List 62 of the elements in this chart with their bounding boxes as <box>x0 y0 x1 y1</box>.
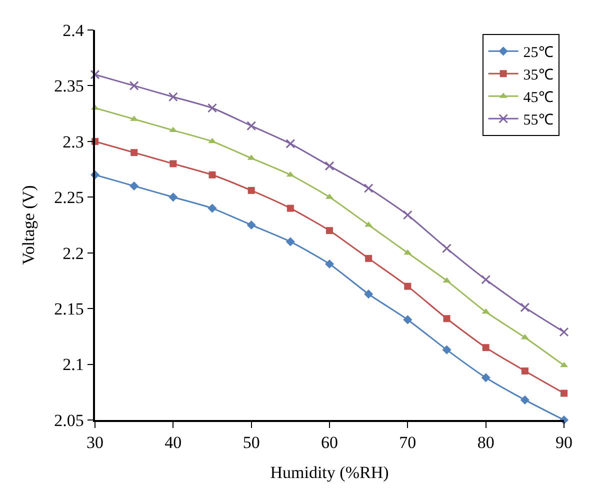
point <box>168 192 178 202</box>
point <box>208 103 217 113</box>
y-tick-label: 2.1 <box>62 355 84 374</box>
point <box>364 290 374 299</box>
point <box>286 138 296 148</box>
point <box>482 344 490 352</box>
y-tick-label: 2.15 <box>54 300 84 319</box>
y-tick-label: 2.25 <box>54 188 84 208</box>
point <box>365 254 372 262</box>
point <box>402 210 412 220</box>
y-tick-label: 2.05 <box>54 410 84 430</box>
point <box>286 171 294 177</box>
legend-label: 45℃ <box>523 90 554 106</box>
point <box>286 204 294 212</box>
point <box>286 237 295 246</box>
point <box>560 390 568 397</box>
point <box>520 395 530 404</box>
point <box>208 204 217 213</box>
y-tick-label: 2.2 <box>62 244 84 263</box>
legend-label: 35℃ <box>523 68 554 84</box>
x-tick-label: 30 <box>86 433 104 452</box>
point <box>248 186 255 194</box>
point <box>559 327 569 337</box>
point <box>324 259 334 269</box>
x-tick-label: 90 <box>556 433 572 452</box>
y-tick-label: 2.4 <box>62 20 84 40</box>
point <box>481 274 491 284</box>
point <box>169 126 178 132</box>
point <box>443 315 450 322</box>
point <box>168 92 178 102</box>
legend-label: 25℃ <box>523 45 554 61</box>
point <box>208 171 216 178</box>
point <box>481 373 490 382</box>
x-tick-label: 50 <box>242 433 260 452</box>
point <box>404 282 412 290</box>
legend-label: 55℃ <box>523 112 554 128</box>
point <box>364 183 374 193</box>
point <box>130 181 139 191</box>
point <box>442 244 452 254</box>
point <box>170 160 177 168</box>
y-axis-title: Voltage (V) <box>19 185 38 265</box>
point <box>326 227 333 234</box>
point <box>404 249 412 255</box>
x-tick-label: 70 <box>399 433 416 452</box>
point <box>442 345 452 354</box>
point <box>130 149 138 156</box>
x-tick-label: 80 <box>477 433 494 452</box>
point <box>521 367 528 374</box>
point <box>482 308 490 314</box>
point <box>246 121 256 131</box>
point <box>208 138 216 144</box>
point <box>129 80 139 90</box>
x-tick-label: 60 <box>321 433 338 452</box>
y-tick-label: 2.3 <box>62 132 84 152</box>
point <box>520 302 530 312</box>
point <box>324 161 334 171</box>
point <box>403 315 412 324</box>
point <box>246 220 256 230</box>
point <box>90 70 100 80</box>
x-tick-label: 40 <box>164 433 182 452</box>
y-tick-label: 2.35 <box>54 76 84 96</box>
x-axis-title: Humidity (%RH) <box>270 463 389 482</box>
